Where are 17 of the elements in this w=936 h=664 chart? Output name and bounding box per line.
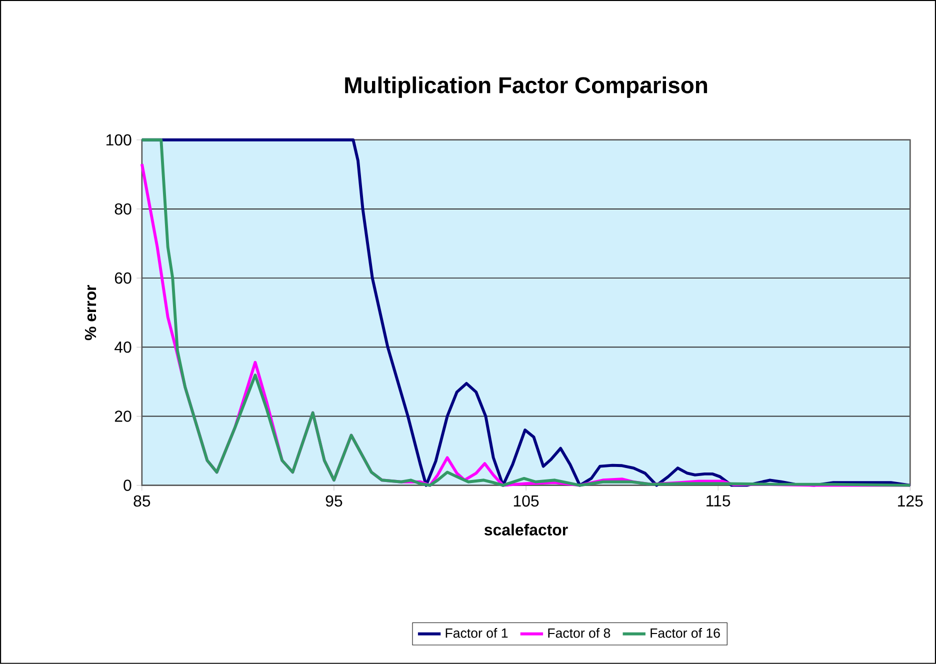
x-tick-label: 85: [134, 495, 150, 507]
y-tick-label: 0: [124, 480, 132, 492]
y-tick-label: 60: [114, 272, 132, 284]
y-tick-label: 80: [114, 203, 132, 215]
y-tick-label: 100: [106, 134, 132, 146]
x-tick-label: 125: [898, 495, 923, 507]
legend-label: Factor of 8: [548, 628, 610, 638]
chart-title: Multiplication Factor Comparison: [345, 76, 708, 98]
y-axis-title: % error: [84, 285, 96, 340]
legend-label: Factor of 1: [446, 628, 508, 638]
y-tick-label: 20: [114, 410, 132, 422]
x-axis-title: scalefactor: [484, 524, 568, 536]
x-tick-label: 115: [706, 495, 730, 507]
x-tick-label: 95: [326, 495, 342, 507]
y-tick-label: 40: [114, 342, 132, 353]
x-tick-label: 105: [514, 495, 539, 507]
legend-label: Factor of 16: [650, 628, 720, 638]
